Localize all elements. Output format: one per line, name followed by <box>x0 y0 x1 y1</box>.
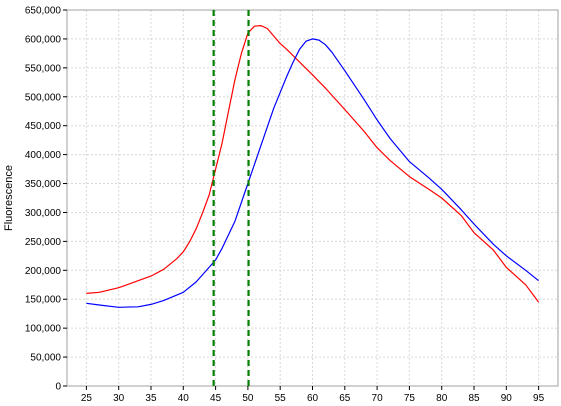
x-tick-label: 50 <box>242 393 254 404</box>
x-tick-label: 95 <box>533 393 545 404</box>
x-tick-label: 90 <box>501 393 513 404</box>
x-tick-label: 25 <box>81 393 93 404</box>
y-tick-label: 200,000 <box>25 266 62 277</box>
y-tick-label: 350,000 <box>25 179 62 190</box>
y-tick-label: 250,000 <box>25 237 62 248</box>
x-tick-label: 30 <box>113 393 125 404</box>
y-tick-label: 400,000 <box>25 150 62 161</box>
series-lines <box>86 25 540 308</box>
y-tick-label: 50,000 <box>30 353 61 364</box>
y-axis-title: Fluorescence <box>3 165 15 231</box>
axes <box>63 9 559 390</box>
x-tick-label: 60 <box>307 393 319 404</box>
x-tick-label: 85 <box>468 393 480 404</box>
grid <box>67 9 558 386</box>
x-tick-label: 65 <box>339 393 351 404</box>
series-line-2 <box>86 38 539 308</box>
y-tick-label: 550,000 <box>25 63 62 74</box>
x-tick-label: 80 <box>436 393 448 404</box>
y-tick-label: 450,000 <box>25 121 62 132</box>
series-line-1 <box>86 25 540 303</box>
x-tick-label: 40 <box>178 393 190 404</box>
tick-labels: 0 50,000 100,000 150,000 200,000 250,000 300,0… <box>25 6 545 405</box>
y-tick-label: 500,000 <box>25 92 62 103</box>
y-tick-label: 650,000 <box>25 6 62 17</box>
y-tick-label: 0 <box>55 382 61 393</box>
x-tick-label: 55 <box>275 393 287 404</box>
x-tick-label: 75 <box>404 393 416 404</box>
x-tick-label: 35 <box>145 393 157 404</box>
x-tick-label: 45 <box>210 393 222 404</box>
threshold-lines <box>212 10 250 386</box>
y-tick-label: 100,000 <box>25 324 62 335</box>
y-tick-label: 150,000 <box>25 295 62 306</box>
y-tick-label: 600,000 <box>25 34 62 45</box>
x-tick-label: 70 <box>372 393 384 404</box>
y-tick-label: 300,000 <box>25 208 62 219</box>
